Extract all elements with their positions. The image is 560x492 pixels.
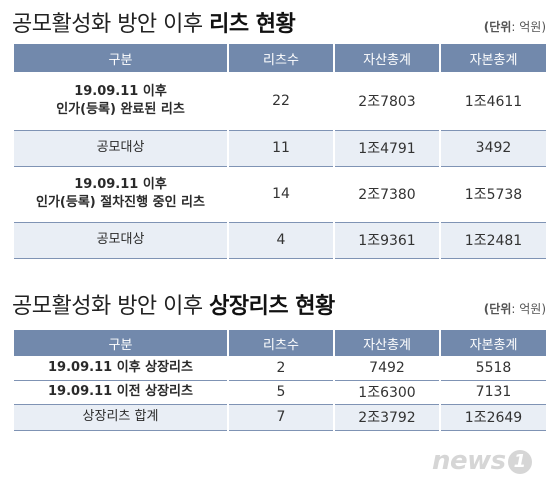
- row-category-line2: 인가(등록) 절차진행 중인 리츠: [36, 195, 205, 210]
- row-equity: 7131: [440, 380, 546, 405]
- row-category: 19.09.11 이후 상장리츠: [14, 356, 229, 381]
- header-assets: 자산총계: [334, 44, 441, 72]
- row-category: 19.09.11 이후 인가(등록) 절차진행 중인 리츠: [14, 166, 229, 223]
- section2-title-normal: 공모활성화 방안 이후: [12, 294, 203, 319]
- listed-reits-table: 구분 리츠수 자산총계 자본총계 19.09.11 이후 상장리츠 2 7492…: [14, 330, 546, 431]
- row-count: 5: [228, 380, 335, 405]
- section2-title: 공모활성화 방안 이후 상장리츠 현황: [12, 288, 335, 320]
- section2-unit: (단위: 억원): [484, 300, 546, 317]
- row-count: 11: [228, 130, 335, 167]
- logo-text: news: [432, 446, 506, 476]
- header-equity: 자본총계: [440, 44, 546, 72]
- row-category: 19.09.11 이후 인가(등록) 완료된 리츠: [14, 72, 229, 131]
- row-equity: 5518: [440, 356, 546, 381]
- row-category-line1: 19.09.11 이후: [74, 83, 167, 99]
- section1-title-normal: 공모활성화 방안 이후: [12, 12, 203, 37]
- row-category: 19.09.11 이전 상장리츠: [14, 380, 229, 405]
- row-equity: 3492: [440, 130, 546, 167]
- row-equity: 1조5738: [440, 166, 546, 223]
- row-equity: 1조2481: [440, 222, 546, 259]
- table-row: 19.09.11 이후 인가(등록) 절차진행 중인 리츠 14 2조7380 …: [14, 166, 546, 223]
- table-header-row: 구분 리츠수 자산총계 자본총계: [14, 44, 546, 72]
- row-count: 14: [228, 166, 335, 223]
- section1-unit-label: (단위: [483, 20, 512, 34]
- reits-status-table: 구분 리츠수 자산총계 자본총계 19.09.11 이후 인가(등록) 완료된 …: [14, 44, 546, 259]
- logo-mark: 1: [507, 450, 532, 474]
- row-category-line1: 19.09.11 이후: [74, 177, 167, 192]
- table-row: 상장리츠 합계 7 2조3792 1조2649: [14, 404, 546, 431]
- header-category: 구분: [14, 330, 229, 356]
- row-count: 4: [228, 222, 335, 259]
- row-assets: 2조7803: [334, 72, 441, 131]
- row-category: 공모대상: [14, 222, 229, 259]
- section2-unit-label: (단위: [483, 302, 512, 316]
- header-category: 구분: [14, 44, 229, 72]
- table-header-row: 구분 리츠수 자산총계 자본총계: [14, 330, 546, 356]
- section2-title-bold: 상장리츠 현황: [209, 294, 335, 319]
- section1-title-bold: 리츠 현황: [209, 12, 296, 37]
- table-row: 19.09.11 이후 인가(등록) 완료된 리츠 22 2조7803 1조46…: [14, 72, 546, 131]
- row-equity: 1조4611: [440, 72, 546, 131]
- header-count: 리츠수: [228, 44, 335, 72]
- row-assets: 2조7380: [334, 166, 441, 223]
- row-category: 상장리츠 합계: [14, 404, 229, 431]
- row-count: 2: [228, 356, 335, 381]
- row-count: 7: [228, 404, 335, 431]
- section1-unit-value: : 억원): [511, 20, 546, 34]
- row-assets: 1조9361: [334, 222, 441, 259]
- section1-title: 공모활성화 방안 이후 리츠 현황: [12, 6, 296, 38]
- row-assets: 2조3792: [334, 404, 441, 431]
- section1-unit: (단위: 억원): [484, 18, 546, 35]
- row-assets: 1조6300: [334, 380, 441, 405]
- news1-logo: news 1: [432, 446, 532, 476]
- section2-unit-value: : 억원): [511, 302, 546, 316]
- row-assets: 7492: [334, 356, 441, 381]
- table-row: 공모대상 4 1조9361 1조2481: [14, 222, 546, 259]
- table-row: 19.09.11 이전 상장리츠 5 1조6300 7131: [14, 380, 546, 405]
- header-equity: 자본총계: [440, 330, 546, 356]
- table-row: 공모대상 11 1조4791 3492: [14, 130, 546, 167]
- row-equity: 1조2649: [440, 404, 546, 431]
- row-category: 공모대상: [14, 130, 229, 167]
- row-count: 22: [228, 72, 335, 131]
- row-assets: 1조4791: [334, 130, 441, 167]
- header-assets: 자산총계: [334, 330, 441, 356]
- header-count: 리츠수: [228, 330, 335, 356]
- table-row: 19.09.11 이후 상장리츠 2 7492 5518: [14, 356, 546, 381]
- row-category-line2: 인가(등록) 완료된 리츠: [56, 101, 185, 117]
